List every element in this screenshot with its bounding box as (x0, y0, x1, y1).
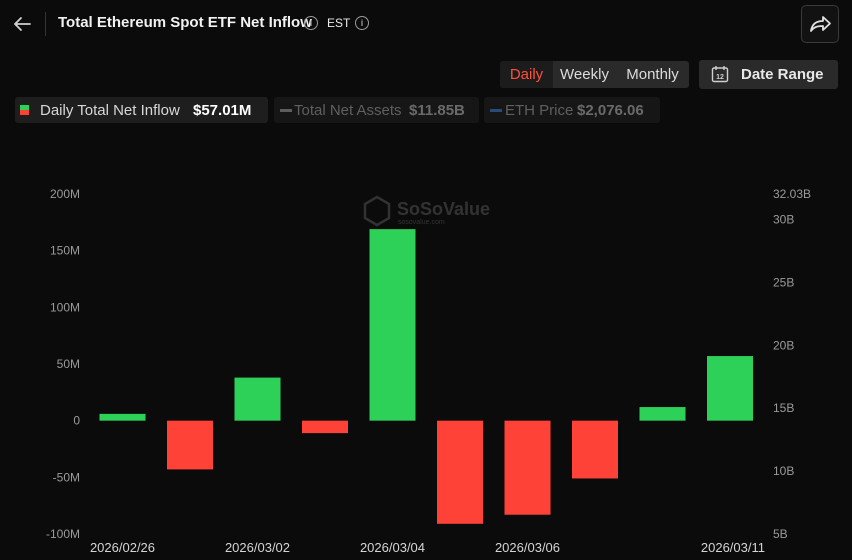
y-right-tick-label: 15B (773, 401, 794, 415)
page-title: Total Ethereum Spot ETF Net Inflow (58, 14, 312, 31)
calendar-day-number: 12 (716, 74, 724, 81)
legend-eth-price[interactable]: ETH Price $2,076.06 (484, 97, 660, 123)
watermark-logo-icon (363, 195, 391, 227)
y-right-tick-label: 10B (773, 464, 794, 478)
inflow-legend-value: $57.01M (193, 102, 252, 119)
inflow-bar[interactable] (302, 420, 348, 434)
watermark-brand: SoSoValue (397, 199, 490, 219)
y-right-tick-label: 20B (773, 338, 794, 352)
tab-monthly[interactable]: Monthly (626, 66, 679, 83)
share-icon (810, 16, 831, 32)
x-tick-label: 2026/03/06 (495, 540, 560, 555)
x-tick-label: 2026/03/11 (701, 540, 765, 555)
x-tick-label: 2026/03/04 (360, 540, 425, 555)
legend-net-assets[interactable]: Total Net Assets $11.85B (274, 97, 479, 123)
price-legend-line-icon (490, 109, 502, 112)
y-left-tick-label: -100M (46, 527, 80, 541)
timezone-label: EST (327, 16, 351, 30)
header-bar: Total Ethereum Spot ETF Net Inflow i EST… (0, 0, 852, 48)
inflow-bar[interactable] (504, 420, 551, 515)
back-arrow-icon[interactable] (10, 12, 34, 36)
y-right-tick-label: 25B (773, 275, 794, 289)
watermark: SoSoValue sosovalue.com (363, 195, 490, 227)
inflow-bar[interactable] (572, 420, 618, 479)
inflow-bar[interactable] (707, 356, 753, 421)
timezone-info-icon[interactable]: i (355, 16, 369, 30)
assets-legend-label: Total Net Assets (294, 102, 402, 119)
period-tabs: Daily Weekly Monthly (500, 61, 689, 88)
tab-weekly[interactable]: Weekly (560, 66, 609, 83)
date-range-button[interactable]: 12 Date Range (699, 60, 838, 89)
inflow-bar[interactable] (167, 420, 213, 470)
x-tick-label: 2026/02/26 (90, 540, 155, 555)
y-right-tick-label: 5B (773, 527, 788, 541)
price-legend-value: $2,076.06 (577, 102, 644, 119)
legend-net-inflow[interactable]: Daily Total Net Inflow $57.01M (15, 97, 268, 123)
inflow-legend-swatch-icon (20, 105, 29, 115)
calendar-icon: 12 (711, 66, 729, 83)
inflow-bar[interactable] (99, 413, 146, 421)
y-right-tick-label: 32.03B (773, 187, 811, 201)
inflow-legend-label: Daily Total Net Inflow (40, 102, 180, 119)
assets-legend-value: $11.85B (409, 102, 465, 119)
inflow-bar[interactable] (639, 407, 686, 421)
x-tick-label: 2026/03/02 (225, 540, 290, 555)
share-button[interactable] (801, 5, 839, 43)
y-right-tick-label: 30B (773, 213, 794, 227)
date-range-label: Date Range (741, 66, 824, 83)
y-left-tick-label: 150M (50, 244, 80, 258)
y-left-tick-label: -50M (53, 470, 80, 484)
inflow-bar[interactable] (369, 229, 416, 421)
price-legend-label: ETH Price (505, 102, 574, 119)
y-left-tick-label: 50M (57, 357, 80, 371)
watermark-url: sosovalue.com (398, 219, 445, 226)
y-left-tick-label: 0 (73, 414, 80, 428)
info-icon[interactable]: i (304, 16, 318, 30)
y-left-tick-label: 100M (50, 300, 80, 314)
inflow-bar[interactable] (437, 420, 483, 524)
header-divider (45, 12, 46, 36)
y-left-tick-label: 200M (50, 187, 80, 201)
tab-daily[interactable]: Daily (500, 61, 553, 88)
assets-legend-line-icon (280, 109, 292, 112)
inflow-bar[interactable] (234, 377, 281, 421)
